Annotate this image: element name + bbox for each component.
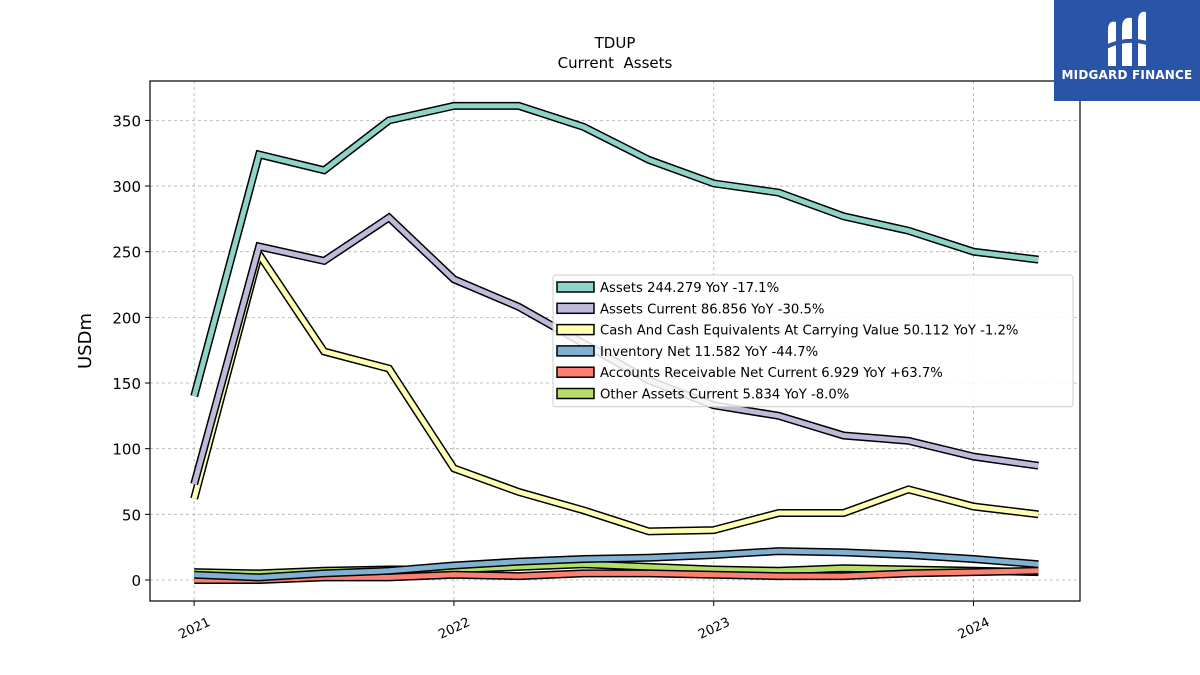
x-tick-label: 2024 [956, 615, 992, 643]
legend-label: Inventory Net 11.582 YoY -44.7% [600, 345, 818, 360]
legend-swatch [556, 302, 595, 315]
series-line [194, 568, 1039, 583]
legend-swatch [556, 281, 595, 293]
series-line [194, 548, 1039, 580]
legend-swatch [556, 366, 595, 378]
legend-label: Cash And Cash Equivalents At Carrying Va… [600, 324, 1018, 339]
y-tick-label: 50 [122, 506, 141, 524]
plot-frame [149, 80, 1081, 602]
y-tick-label: 300 [112, 178, 141, 196]
y-axis-label: USDm [75, 313, 96, 369]
y-tick-label: 200 [112, 309, 141, 327]
y-tick-label: 150 [112, 375, 141, 393]
logo-mark-icon [1103, 11, 1151, 66]
series-line [191, 103, 1039, 397]
legend-label: Other Assets Current 5.834 YoY -8.0% [600, 388, 849, 403]
x-tick-label: 2021 [177, 615, 213, 643]
legend: Assets 244.279 YoY -17.1% Assets Current … [552, 274, 1074, 408]
x-tick-label: 2023 [696, 615, 732, 643]
chart-title: TDUP [594, 34, 636, 52]
y-tick-label: 250 [112, 244, 141, 262]
logo-text: MIDGARD FINANCE [1061, 68, 1193, 82]
y-tick-label: 100 [112, 441, 141, 459]
x-tick-label: 2022 [436, 615, 472, 643]
chart-subtitle: Current Assets [558, 54, 673, 72]
legend-label: Assets Current 86.856 YoY -30.5% [600, 302, 824, 317]
legend-swatch [556, 323, 595, 336]
series-layer [190, 101, 1039, 584]
series-line [191, 248, 1039, 534]
legend-swatch [556, 345, 595, 357]
legend-label: Accounts Receivable Net Current 6.929 Yo… [600, 366, 943, 381]
y-tick-label: 0 [131, 572, 141, 590]
y-tick-label: 350 [112, 112, 141, 130]
legend-box [552, 274, 1074, 408]
brand-logo: MIDGARD FINANCE [1054, 0, 1200, 101]
legend-swatch [556, 387, 595, 400]
legend-label: Assets 244.279 YoY -17.1% [600, 281, 779, 296]
